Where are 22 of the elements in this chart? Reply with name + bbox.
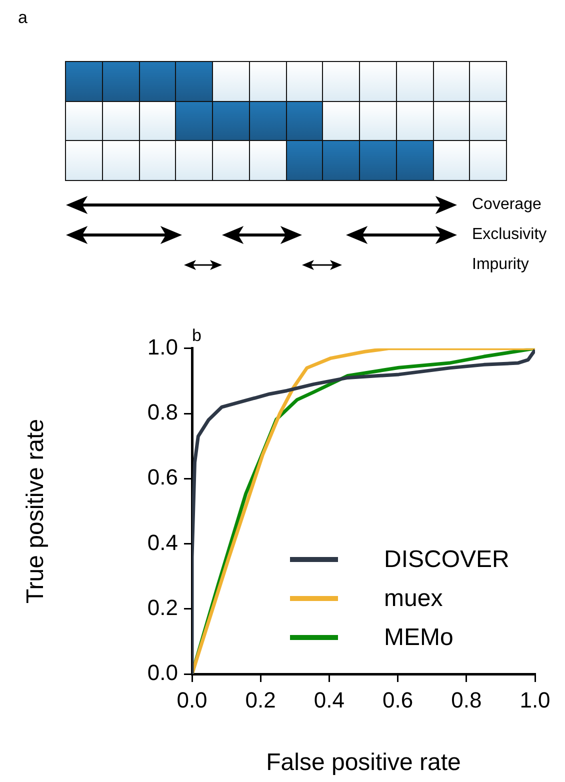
legend-label: muex [384, 584, 443, 612]
y-tick-label: 1.0 [147, 334, 178, 360]
legend-label: MEMo [384, 624, 454, 652]
x-tick-label: 0.6 [382, 687, 414, 712]
x-tick-label: 0.0 [176, 687, 208, 712]
text: a [18, 8, 28, 28]
legend-label: DISCOVER [384, 546, 510, 574]
x-tick-label: 1.0 [520, 687, 550, 712]
text: Coverage [472, 195, 542, 215]
y-tick-label: 0.8 [147, 400, 178, 425]
y-axis-title: True positive rate [22, 418, 50, 604]
text: Impurity [472, 255, 529, 275]
y-tick-label: 0.0 [147, 660, 178, 686]
x-tick-label: 0.8 [451, 687, 482, 712]
text: Exclusivity [472, 225, 547, 245]
y-tick-label: 0.2 [147, 594, 178, 620]
x-axis-title: False positive rate [266, 749, 461, 776]
x-tick-label: 0.4 [314, 687, 344, 712]
x-tick-label: 0.2 [245, 687, 276, 712]
y-tick-label: 0.4 [147, 530, 178, 555]
y-tick-label: 0.6 [147, 464, 178, 490]
chart-title: b [192, 326, 202, 345]
